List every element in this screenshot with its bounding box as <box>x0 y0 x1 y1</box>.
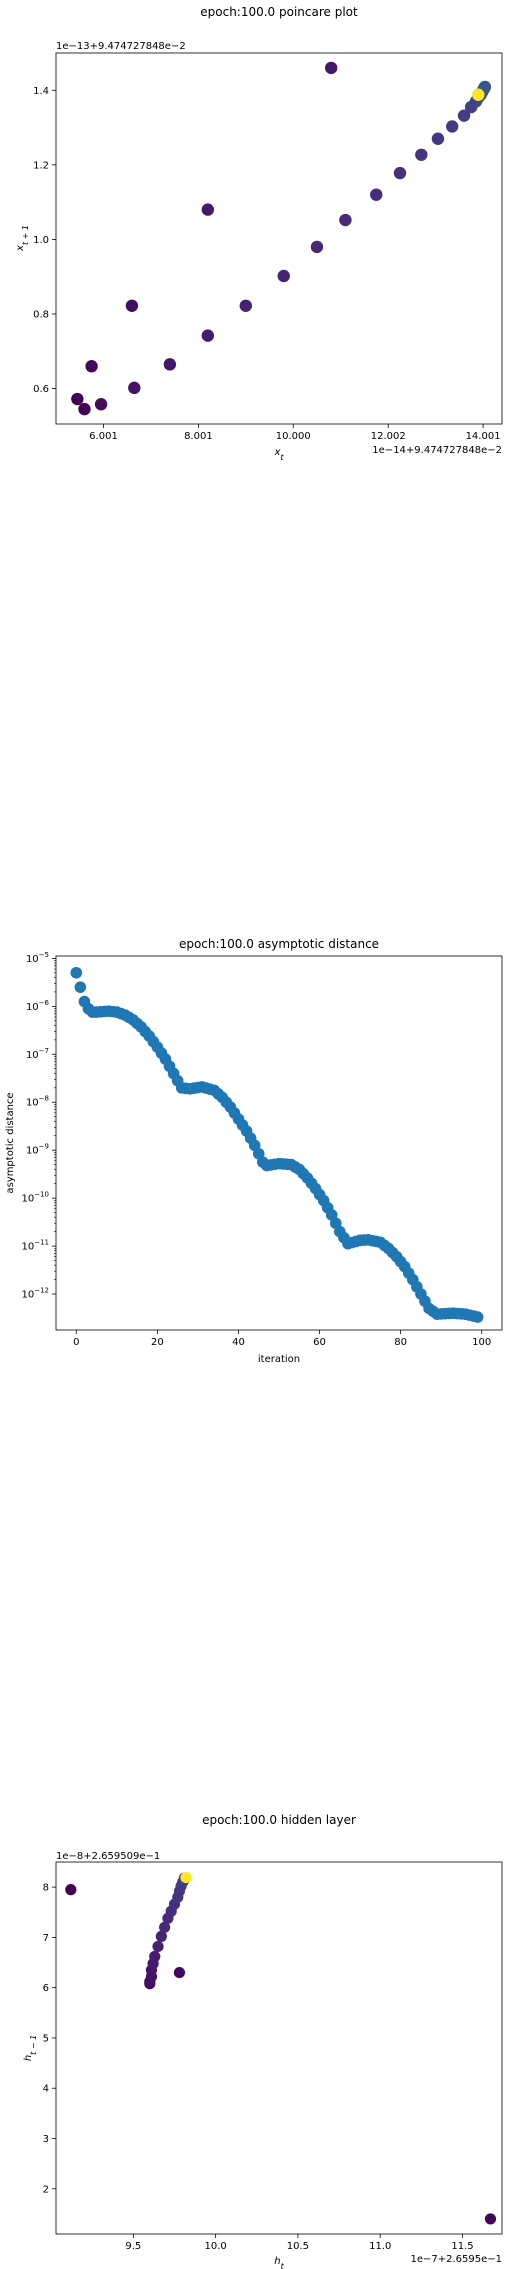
hidden-x-tick-label: 10.0 <box>205 2241 227 2252</box>
poincare-xlabel: xt <box>273 447 284 462</box>
poincare-x-tick-label: 6.001 <box>89 431 118 442</box>
hidden-y-tick-label: 7 <box>43 1933 49 1944</box>
hidden-title: epoch:100.0 hidden layer <box>202 1813 356 1827</box>
poincare-y-offset-label: 1e−13+9.474727848e−2 <box>56 41 186 52</box>
distance-x-tick-label: 40 <box>232 1337 245 1348</box>
hidden-y-tick-label: 3 <box>43 2134 49 2145</box>
poincare-point <box>85 360 98 373</box>
hidden-x-tick-label: 10.5 <box>287 2241 309 2252</box>
poincare-point <box>128 381 141 395</box>
poincare-y-tick-label: 1.4 <box>33 86 49 97</box>
poincare-y-ticks: 0.6 0.8 1.0 1.2 1.4 <box>33 86 56 395</box>
hidden-point <box>65 1884 77 1896</box>
hidden-point <box>180 1871 192 1884</box>
poincare-point <box>239 299 252 313</box>
hidden-y-tick-label: 2 <box>43 2184 49 2195</box>
hidden-x-tick-label: 11.0 <box>369 2241 391 2252</box>
distance-y-tick-label: 10−10 <box>21 1191 49 1205</box>
distance-points <box>70 966 484 1323</box>
hidden-y-tick-label: 4 <box>43 2084 49 2095</box>
poincare-chart: epoch:100.0 poincare plot 1e−13+9.474727… <box>15 5 503 462</box>
poincare-x-tick-label: 14.001 <box>466 431 501 442</box>
hidden-point <box>173 1966 186 1979</box>
hidden-x-tick-label: 9.5 <box>125 2241 141 2252</box>
poincare-point <box>310 240 324 254</box>
distance-x-tick-label: 60 <box>313 1337 326 1348</box>
distance-title: epoch:100.0 asymptotic distance <box>179 937 379 951</box>
hidden-points <box>65 1871 497 2225</box>
distance-y-tick-label: 10−9 <box>26 1143 49 1157</box>
poincare-point <box>94 398 108 411</box>
poincare-point <box>277 269 290 283</box>
poincare-point <box>393 166 407 180</box>
hidden-x-tick-label: 11.5 <box>451 2241 473 2252</box>
poincare-point <box>201 329 215 342</box>
poincare-point <box>125 299 139 313</box>
poincare-x-tick-label: 12.002 <box>371 431 406 442</box>
poincare-points <box>71 61 492 416</box>
poincare-plot-area <box>55 52 503 425</box>
distance-ylabel: asymptotic distance <box>5 1092 16 1193</box>
poincare-x-offset-label: 1e−14+9.474727848e−2 <box>372 445 502 456</box>
poincare-y-tick-label: 0.6 <box>33 384 49 395</box>
hidden-point <box>152 1940 164 1953</box>
hidden-x-offset-label: 1e−7+2.6595e−1 <box>410 2254 502 2265</box>
poincare-y-tick-label: 1.2 <box>33 160 49 171</box>
distance-point <box>70 966 83 979</box>
hidden-y-ticks: 2 3 4 5 6 7 8 <box>43 1883 56 2195</box>
hidden-xlabel: ht <box>274 2256 284 2269</box>
poincare-x-ticks: 6.001 8.001 10.000 12.002 14.001 <box>89 424 501 442</box>
distance-y-tick-label: 10−5 <box>26 951 49 965</box>
distance-x-tick-label: 20 <box>151 1337 164 1348</box>
hidden-y-tick-label: 8 <box>43 1883 49 1894</box>
distance-y-tick-label: 10−11 <box>21 1239 49 1253</box>
poincare-point <box>431 132 445 145</box>
hidden-y-tick-label: 6 <box>43 1983 49 1994</box>
poincare-point <box>201 203 215 216</box>
distance-plot-area <box>55 955 503 1331</box>
distance-point <box>74 981 87 993</box>
poincare-point <box>324 61 338 75</box>
poincare-point <box>370 188 383 201</box>
hidden-ylabel: ht − 1 <box>23 2035 38 2061</box>
distance-x-ticks: 0 20 40 60 80 100 <box>73 1330 491 1348</box>
hidden-point <box>159 1921 171 1933</box>
distance-point <box>471 1311 484 1323</box>
hidden-point <box>149 1950 161 1963</box>
distance-x-tick-label: 80 <box>394 1337 407 1348</box>
distance-chart: epoch:100.0 asymptotic distance 10−1210−… <box>5 937 503 1365</box>
poincare-point <box>339 213 352 227</box>
hidden-y-offset-label: 1e−8+2.659509e−1 <box>56 1851 160 1862</box>
distance-y-tick-label: 10−12 <box>21 1287 49 1301</box>
poincare-x-tick-label: 10.000 <box>276 431 311 442</box>
poincare-point <box>457 109 471 122</box>
poincare-point <box>163 358 177 371</box>
poincare-y-tick-label: 0.8 <box>33 310 49 321</box>
distance-y-tick-label: 10−7 <box>26 1047 49 1061</box>
poincare-x-tick-label: 8.001 <box>184 431 213 442</box>
distance-y-tick-label: 10−6 <box>26 999 50 1013</box>
hidden-point <box>484 2213 497 2225</box>
poincare-point <box>78 402 91 416</box>
distance-xlabel: iteration <box>258 1354 300 1365</box>
distance-y-ticks: 10−12 10−11 10−10 10−9 10−8 10−7 10−6 10−5 <box>21 951 56 1301</box>
poincare-point <box>71 392 84 406</box>
distance-y-tick-label: 10−8 <box>26 1095 49 1109</box>
hidden-plot-area <box>55 1861 503 2235</box>
poincare-y-tick-label: 1.0 <box>33 235 49 246</box>
distance-x-tick-label: 100 <box>472 1337 491 1348</box>
poincare-title: epoch:100.0 poincare plot <box>200 5 358 19</box>
hidden-y-tick-label: 5 <box>43 2033 49 2044</box>
hidden-chart: epoch:100.0 hidden layer 1e−8+2.659509e−… <box>23 1813 503 2269</box>
poincare-point <box>415 148 428 161</box>
distance-x-tick-label: 0 <box>73 1337 79 1348</box>
poincare-point <box>445 120 459 133</box>
hidden-point <box>155 1930 167 1942</box>
poincare-point <box>472 88 485 101</box>
poincare-ylabel: xt + 1 <box>15 225 30 252</box>
hidden-x-ticks: 9.5 10.0 10.5 11.0 11.5 <box>125 2234 474 2252</box>
